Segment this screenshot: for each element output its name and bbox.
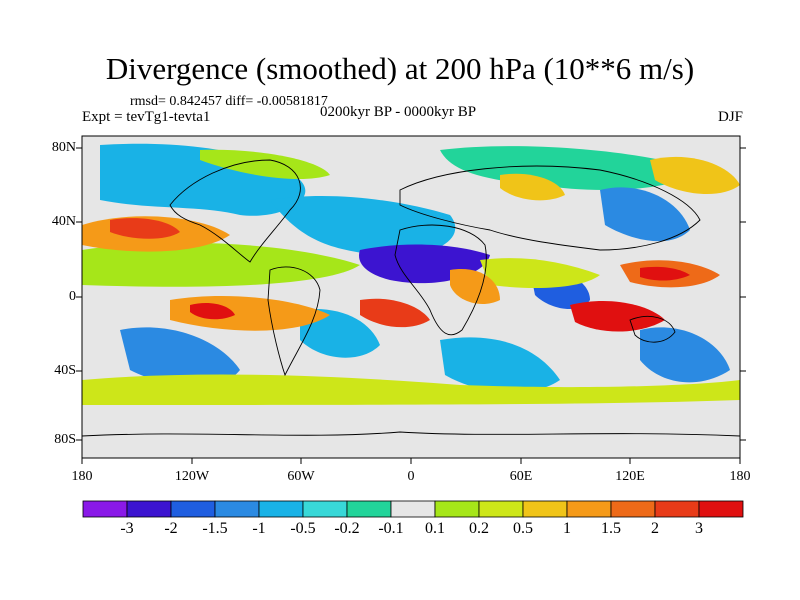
field-blob [650,156,740,195]
lat-label-40s: 40S [54,363,76,378]
field-blob [480,258,600,288]
lon-label-60w: 60W [287,469,315,484]
colorbar-swatch [82,500,128,518]
field-blob [82,242,360,287]
colorbar-swatch [522,500,568,518]
colorbar-swatch [610,500,656,518]
colorbar-swatch [478,500,524,518]
colorbar-swatch [654,500,700,518]
colorbar [82,500,744,518]
colorbar-swatch [126,500,172,518]
lon-label-60e: 60E [509,469,533,484]
lat-label-0: 0 [69,289,76,304]
field-blob [450,269,500,305]
field-layer [82,136,740,458]
experiment-label: Expt = tevTg1-tevta1 [82,109,211,125]
colorbar-label: -0.2 [334,520,360,537]
lon-label-180e: 180 [729,469,751,484]
season-label: DJF [717,109,743,125]
colorbar-label: 1.5 [601,520,621,537]
chart-title: Divergence (smoothed) at 200 hPa (10**6 … [105,51,695,86]
colorbar-label: -3 [120,520,134,537]
colorbar-swatch [214,500,260,518]
field-blob [270,195,456,256]
colorbar-label: -2 [164,520,178,537]
coastlines [82,159,740,437]
lat-label-80s: 80S [54,432,76,447]
colorbar-label: -0.5 [290,520,316,537]
colorbar-swatch [302,500,348,518]
australia-coast [629,316,676,343]
colorbar-swatch [258,500,304,518]
colorbar-label: -0.1 [378,520,404,537]
colorbar-label: 0.1 [425,520,445,537]
lon-label-120w: 120W [174,469,210,484]
colorbar-label: 3 [695,520,703,537]
field-blob [82,374,740,405]
lat-label-80n: 80N [51,140,76,155]
colorbar-swatch [434,500,480,518]
colorbar-swatch [346,500,392,518]
axis-ticks [76,147,746,464]
africa-coast [394,224,487,336]
field-blob [640,266,690,281]
colorbar-label: 0.5 [513,520,533,537]
field-blob [500,173,565,201]
colorbar-label: -1.5 [202,520,228,537]
colorbar-label: -1 [252,520,266,537]
south-america-coast [267,266,321,377]
colorbar-swatch [566,500,612,518]
field-blob [110,218,180,239]
field-blob [300,309,380,358]
field-blob [600,187,690,242]
lon-label-180w: 180 [71,469,93,484]
colorbar-swatch [170,500,216,518]
colorbar-label: 2 [651,520,659,537]
colorbar-swatch [698,500,744,518]
colorbar-label: 1 [563,520,571,537]
period-label: 0200kyr BP - 0000kyr BP [320,104,477,120]
antarctica-coast [82,431,740,437]
lon-label-0: 0 [407,469,415,484]
field-blob [120,327,240,387]
field-blob [360,298,430,328]
colorbar-swatch [390,500,436,518]
field-blob [200,149,330,180]
field-blob [190,303,235,320]
lon-label-120e: 120E [615,469,645,484]
eurasia-coast [399,165,701,251]
colorbar-label: 0.2 [469,520,489,537]
lat-label-40n: 40N [51,214,76,229]
field-blob [570,300,665,332]
north-america-coast [169,159,301,263]
stats-text: rmsd= 0.842457 diff= -0.00581817 [130,94,328,109]
field-blob [440,337,560,393]
